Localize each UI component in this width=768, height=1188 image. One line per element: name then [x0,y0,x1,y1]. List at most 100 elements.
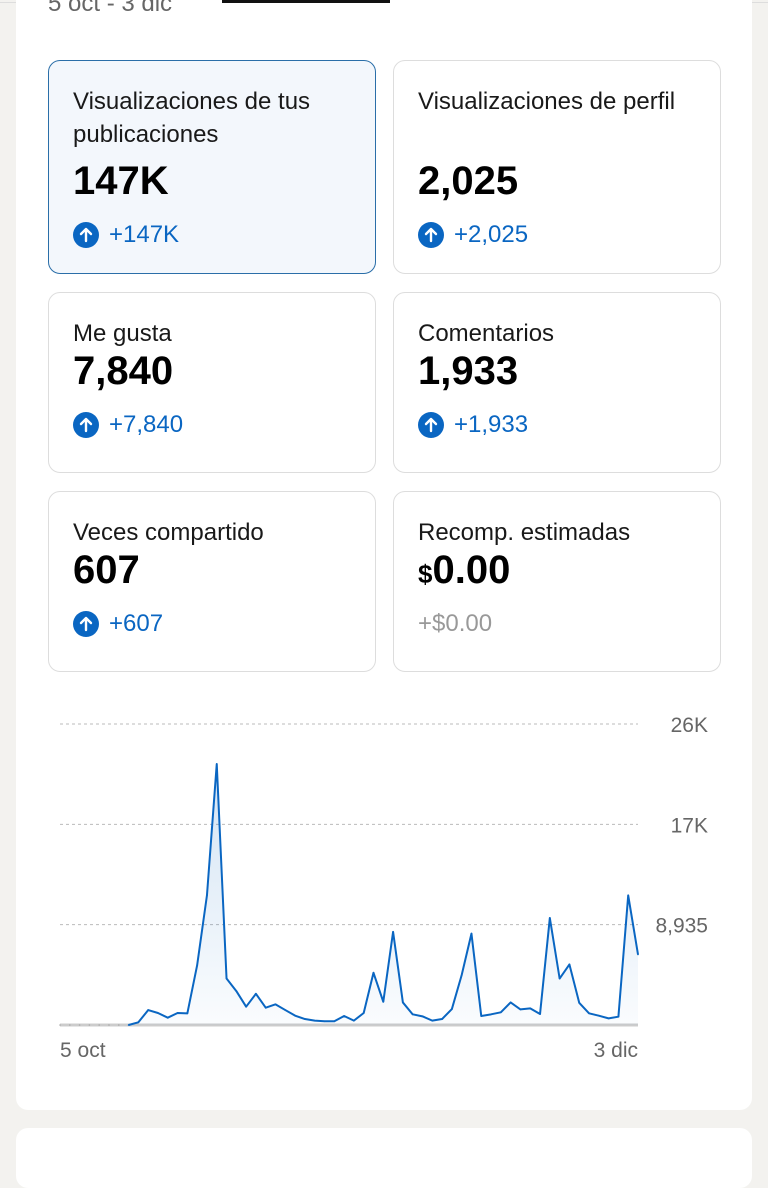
data-point [441,1018,443,1020]
data-point [617,1015,620,1018]
metric-title: Veces compartido [73,519,264,546]
data-point [362,1012,365,1014]
data-point [411,1013,414,1016]
x-tick-label: 3 dic [594,1039,638,1062]
metric-delta: +1,933 [418,411,528,439]
metric-delta: +7,840 [73,411,183,439]
data-point [509,1001,512,1004]
metric-tile[interactable]: Me gusta 7,840 +7,840 [48,292,376,473]
data-point [431,1019,434,1022]
data-point [88,1024,91,1026]
data-point [127,1024,130,1026]
data-point [529,1007,532,1010]
data-point [215,763,218,765]
metric-value: $0.00 [418,548,511,592]
data-point [284,1009,287,1011]
metric-title: Visualizaciones de tus publicaciones [73,88,311,148]
data-point [235,990,238,992]
data-point [108,1024,110,1026]
data-point [98,1024,100,1026]
data-point [353,1019,355,1022]
data-point [598,1014,600,1017]
data-point [333,1020,336,1023]
data-point [480,1015,483,1017]
status-bar-indicator [222,0,390,3]
x-tick-label: 5 oct [60,1039,106,1062]
data-point [451,1008,453,1010]
data-point [372,971,375,974]
y-tick-label: 26K [671,714,708,737]
data-point [245,1005,247,1008]
metric-delta: +$0.00 [418,610,493,637]
data-point [578,1001,581,1004]
arrow-up-icon [73,611,99,637]
metric-title: Recomp. estimadas [418,519,631,546]
data-point [539,1013,541,1015]
arrow-up-icon [73,412,99,438]
arrow-up-icon [418,222,444,248]
y-tick-label: 8,935 [655,915,708,938]
data-point [558,977,561,980]
metric-tile[interactable]: Visualizaciones de tus publicaciones 147… [48,60,376,274]
data-point [137,1021,140,1024]
data-point [166,1016,169,1019]
metric-value: 2,025 [418,159,519,203]
data-point [157,1012,159,1014]
data-point [607,1017,610,1020]
data-point [500,1011,502,1014]
area-fill [128,764,638,1025]
metric-title: Comentarios [418,320,555,347]
data-point [68,1024,71,1026]
data-point [147,1009,149,1011]
data-point [323,1020,326,1023]
data-point [402,1001,404,1004]
views-line-chart: 8,935 17K 26K 5 oct 3 dic [59,714,708,1062]
data-point [490,1013,492,1016]
data-point [264,1006,267,1009]
metric-delta: +607 [73,610,163,638]
metric-title: Visualizaciones de perfil [418,88,676,115]
metric-tile[interactable]: Comentarios 1,933 +1,933 [393,292,721,473]
data-point [588,1012,590,1015]
data-point [637,953,639,956]
data-point [59,1024,61,1026]
metric-delta: +147K [73,221,179,249]
data-point [78,1024,81,1026]
data-point [274,1003,277,1006]
data-point [519,1008,522,1011]
metric-tile[interactable]: Recomp. estimadas $0.00 +$0.00 [393,491,721,672]
data-point [470,932,473,935]
data-point [206,894,208,897]
data-point [568,963,571,966]
metric-tile[interactable]: Visualizaciones de perfil 2,025 +2,025 [393,60,721,274]
metric-delta: +2,025 [418,221,528,249]
data-point [421,1015,424,1018]
data-point [176,1012,179,1014]
data-point [117,1024,120,1026]
data-point [225,977,228,980]
data-point [392,931,394,933]
data-point [255,992,257,995]
metric-tile[interactable]: Veces compartido 607 +607 [48,491,376,672]
currency-symbol: $ [418,559,433,589]
metric-value: 7,840 [73,349,174,393]
y-tick-label: 17K [671,814,708,837]
metric-title: Me gusta [73,320,172,347]
metric-value: 147K [73,159,169,203]
data-point [627,894,630,897]
data-point [313,1019,316,1022]
data-point [304,1018,306,1020]
data-point [343,1015,345,1017]
arrow-up-icon [418,412,444,438]
data-point [186,1012,189,1015]
date-range: 5 oct - 3 dic [48,0,173,17]
next-card [16,1128,752,1188]
data-point [294,1014,296,1017]
arrow-up-icon [73,222,99,248]
data-point [460,974,463,976]
data-point [196,964,198,966]
data-point [549,917,551,919]
metric-value: 1,933 [418,349,519,393]
metric-value: 607 [73,548,140,592]
data-point [382,1000,385,1003]
